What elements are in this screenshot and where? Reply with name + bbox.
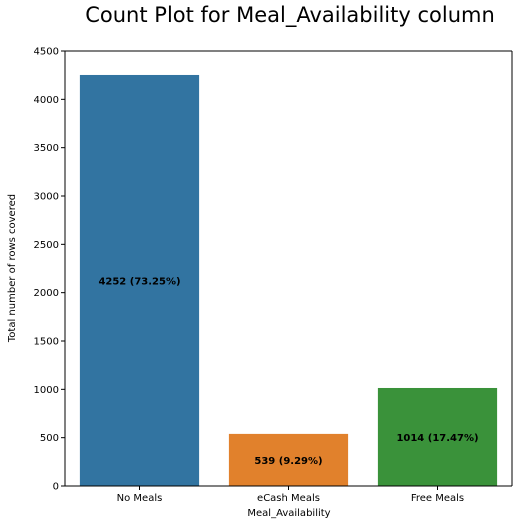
y-tick-label: 1000 — [34, 385, 59, 396]
chart-title: Count Plot for Meal_Availability column — [85, 3, 495, 28]
bar-free-meals — [377, 387, 498, 486]
data-label: 4252 (73.25%) — [98, 276, 180, 287]
y-tick-label: 2000 — [34, 288, 59, 299]
x-tick-label: eCash Meals — [257, 493, 320, 504]
y-tick-label: 1500 — [34, 337, 59, 348]
x-tick-label: Free Meals — [411, 493, 464, 504]
plot-area: 4252 (73.25%) 539 (9.29%) 1014 (17.47%) 0 50… — [34, 47, 513, 504]
y-tick-label: 4500 — [34, 47, 59, 58]
y-tick-label: 500 — [40, 433, 59, 444]
y-tick-label: 3000 — [34, 192, 59, 203]
y-tick-label: 2500 — [34, 240, 59, 251]
y-tick-label: 0 — [53, 482, 59, 493]
bar-ecash-meals — [228, 433, 349, 486]
data-label: 1014 (17.47%) — [396, 433, 478, 444]
y-tick-label: 4000 — [34, 95, 59, 106]
data-label: 539 (9.29%) — [254, 456, 322, 467]
y-tick-label: 3500 — [34, 143, 59, 154]
y-axis-label: Total number of rows covered — [7, 194, 18, 343]
bar-no-meals — [79, 74, 200, 487]
x-axis-label: Meal_Availability — [247, 508, 330, 519]
x-tick-label: No Meals — [117, 493, 163, 504]
